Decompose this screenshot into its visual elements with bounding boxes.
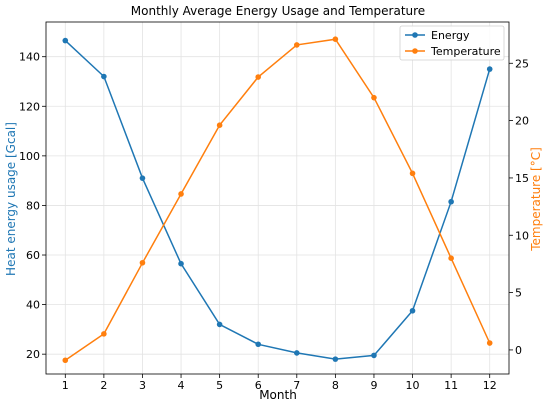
y-right-tick-label: 5 — [515, 287, 522, 300]
x-tick-label: 1 — [62, 379, 69, 392]
y-right-tick-label: 15 — [515, 172, 529, 185]
x-tick-label: 9 — [370, 379, 377, 392]
temperature-point — [293, 42, 300, 48]
energy-point — [371, 352, 377, 359]
y-left-tick-label: 100 — [19, 150, 40, 163]
energy-point — [178, 260, 184, 267]
x-tick-label: 3 — [139, 379, 146, 392]
y-axis-right-label: Temperature [°C] — [529, 147, 543, 252]
y-axis-left: 20 40 60 80 100 120 140 — [19, 51, 46, 361]
x-tick-label: 11 — [444, 379, 458, 392]
legend-energy-label: Energy — [431, 29, 470, 42]
y-right-tick-label: 25 — [515, 57, 529, 70]
temperature-point — [255, 74, 262, 80]
grid — [46, 22, 509, 374]
x-tick-label: 12 — [483, 379, 497, 392]
y-right-tick-label: 0 — [515, 344, 522, 357]
series-temperature — [62, 36, 493, 364]
x-tick-label: 10 — [406, 379, 420, 392]
temperature-point — [486, 340, 493, 346]
energy-point — [448, 198, 454, 205]
y-left-tick-label: 80 — [26, 199, 40, 212]
y-right-tick-label: 10 — [515, 229, 529, 242]
temperature-point — [448, 255, 454, 261]
y-axis-right: 0 5 10 15 20 25 — [509, 57, 529, 357]
x-tick-label: 2 — [100, 379, 107, 392]
x-tick-label: 6 — [255, 379, 262, 392]
temperature-point — [139, 259, 146, 266]
y-left-tick-label: 60 — [26, 249, 40, 262]
y-left-tick-label: 20 — [26, 348, 40, 361]
energy-point — [486, 66, 493, 72]
temperature-point — [371, 94, 377, 101]
y-axis-left-label: Heat energy usage [Gcal] — [4, 122, 18, 276]
y-left-tick-label: 140 — [19, 51, 40, 64]
energy-point — [139, 175, 146, 181]
x-axis: 1 2 3 4 5 6 7 8 9 10 11 12 — [62, 374, 497, 392]
y-left-tick-label: 40 — [26, 299, 40, 312]
x-tick-label: 5 — [216, 379, 223, 392]
chart-title: Monthly Average Energy Usage and Tempera… — [131, 4, 425, 18]
x-tick-label: 4 — [178, 379, 185, 392]
temperature-point — [332, 36, 339, 42]
plot-frame — [45, 21, 510, 375]
legend-temperature-marker — [412, 48, 418, 54]
legend-frame — [399, 25, 505, 61]
temperature-line — [64, 38, 491, 361]
legend: Energy Temperature — [399, 25, 505, 61]
energy-line — [64, 40, 491, 360]
y-left-tick-label: 120 — [19, 100, 40, 113]
legend-energy-marker — [412, 32, 418, 38]
energy-point — [409, 307, 416, 314]
temperature-point — [62, 357, 69, 364]
energy-point — [216, 321, 223, 328]
energy-point — [293, 350, 300, 356]
temperature-point — [178, 191, 184, 197]
temperature-point — [409, 170, 416, 177]
energy-point — [255, 341, 262, 348]
legend-temperature-label: Temperature — [430, 45, 501, 58]
x-tick-label: 7 — [293, 379, 300, 392]
energy-point — [62, 37, 69, 44]
x-axis-label: Month — [259, 388, 297, 402]
energy-point — [332, 356, 339, 362]
series-layer — [62, 36, 493, 364]
temperature-point — [101, 331, 107, 337]
y-right-tick-label: 20 — [515, 115, 529, 128]
energy-point — [101, 73, 107, 80]
temperature-point — [216, 122, 223, 128]
series-energy — [62, 37, 493, 362]
x-tick-label: 8 — [332, 379, 339, 392]
